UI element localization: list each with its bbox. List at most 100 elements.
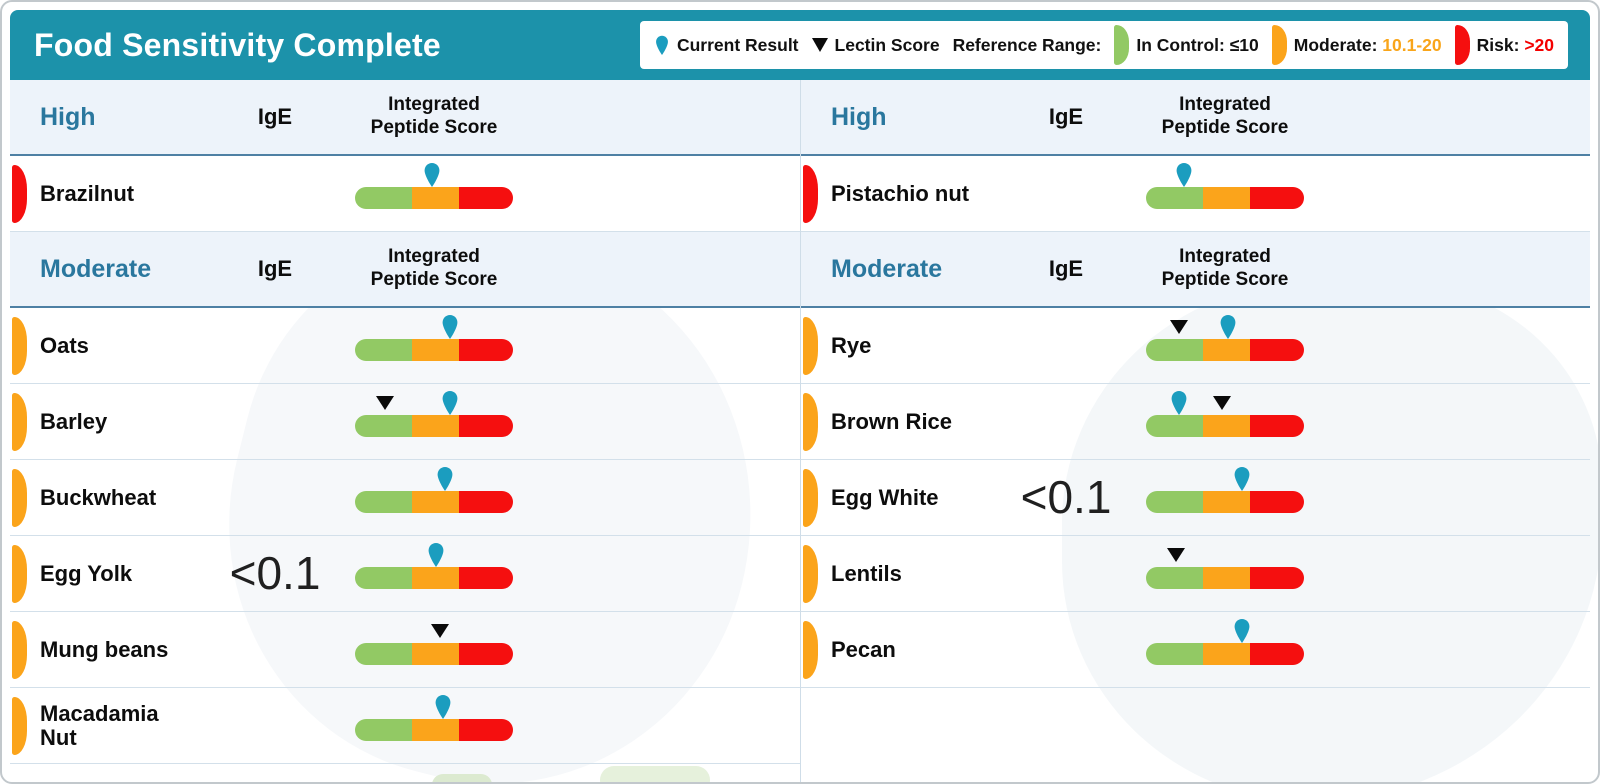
peptide-score-gauge xyxy=(1146,391,1304,437)
gauge-in-control-segment xyxy=(1146,415,1203,437)
gauge-in-control-segment xyxy=(355,719,412,741)
food-name: Brown Rice xyxy=(831,408,953,434)
gauge-risk-segment xyxy=(459,491,513,513)
gauge-moderate-segment xyxy=(411,415,460,437)
food-name: Pistachio nut xyxy=(831,180,970,206)
gauge-moderate-segment xyxy=(411,643,460,665)
peptide-score-gauge xyxy=(355,695,513,741)
severity-indicator xyxy=(803,544,818,603)
gauge-risk-segment xyxy=(459,567,513,589)
gauge-track xyxy=(355,415,513,437)
peptide-score-header-line1: Integrated xyxy=(1179,246,1271,268)
food-row: Macadamia Nut xyxy=(10,688,800,764)
right-column: High IgE Integrated Peptide Score Pistachio … xyxy=(800,80,1590,782)
peptide-score-gauge xyxy=(1146,548,1304,589)
risk-range-icon xyxy=(1454,25,1470,65)
gauge-moderate-segment xyxy=(411,339,460,361)
current-result-marker xyxy=(1234,619,1250,643)
gauge-in-control-segment xyxy=(1146,339,1203,361)
gauge-in-control-segment xyxy=(355,491,412,513)
left-column: High IgE Integrated Peptide Score Brazilnut … xyxy=(10,80,800,782)
gauge-in-control-segment xyxy=(355,187,412,209)
gauge-risk-segment xyxy=(1250,339,1304,361)
gauge-risk-segment xyxy=(1250,567,1304,589)
current-result-marker xyxy=(436,695,451,719)
food-name: Barley xyxy=(40,408,108,434)
gauge-risk-segment xyxy=(1250,643,1304,665)
ige-column-header: IgE xyxy=(257,104,293,129)
peptide-score-header-line2: Peptide Score xyxy=(370,117,498,138)
peptide-score-header-line2: Peptide Score xyxy=(370,269,498,290)
peptide-score-header-line2: Peptide Score xyxy=(1161,269,1289,290)
food-name: Mung beans xyxy=(40,636,169,662)
food-row: Brown Rice xyxy=(801,384,1590,460)
peptide-score-column-header: Integrated Peptide Score xyxy=(348,246,520,292)
food-row: Pistachio nut xyxy=(801,156,1590,232)
gauge-track xyxy=(1146,491,1304,513)
food-name: Macadamia Nut xyxy=(40,700,159,750)
food-row: Pecan xyxy=(801,612,1590,688)
legend-risk-label: Risk: xyxy=(1476,34,1520,55)
legend-current-result: Current Result xyxy=(654,34,799,56)
gauge-track xyxy=(355,643,513,665)
gauge-moderate-segment xyxy=(1202,567,1251,589)
severity-indicator xyxy=(12,544,27,603)
report-header-band: Food Sensitivity Complete Current Result… xyxy=(10,10,1590,80)
severity-indicator xyxy=(803,468,818,527)
severity-indicator xyxy=(803,164,818,223)
severity-indicator xyxy=(12,468,27,527)
current-result-marker xyxy=(437,467,453,491)
gauge-track xyxy=(1146,567,1304,589)
severity-indicator xyxy=(803,316,818,375)
gauge-moderate-segment xyxy=(1202,491,1251,513)
section-title: High xyxy=(40,102,96,131)
legend-risk: Risk: >20 xyxy=(1454,25,1554,65)
current-result-marker xyxy=(1176,163,1192,187)
severity-indicator xyxy=(12,620,27,679)
gauge-moderate-segment xyxy=(411,719,460,741)
food-name: Oats xyxy=(40,332,89,358)
peptide-score-header-line2: Peptide Score xyxy=(1161,117,1289,138)
gauge-in-control-segment xyxy=(355,567,412,589)
food-row: Mung beans xyxy=(10,612,800,688)
peptide-score-gauge xyxy=(355,543,513,589)
food-name: Pecan xyxy=(831,636,896,662)
gauge-moderate-segment xyxy=(1202,643,1251,665)
gauge-moderate-segment xyxy=(1202,339,1251,361)
peptide-score-gauge xyxy=(1146,467,1304,513)
gauge-risk-segment xyxy=(459,187,513,209)
peptide-score-gauge xyxy=(1146,163,1304,209)
ige-value: <0.1 xyxy=(229,546,321,599)
in-control-range-icon xyxy=(1114,25,1130,65)
peptide-score-header-line1: Integrated xyxy=(1179,94,1271,116)
legend-risk-value: >20 xyxy=(1524,34,1554,55)
severity-indicator xyxy=(803,620,818,679)
ige-column-header: IgE xyxy=(1048,104,1084,129)
gauge-in-control-segment xyxy=(355,339,412,361)
current-result-marker xyxy=(1171,391,1187,415)
severity-indicator xyxy=(12,164,27,223)
severity-indicator xyxy=(12,696,27,755)
peptide-score-gauge xyxy=(1146,315,1304,361)
gauge-track xyxy=(355,567,513,589)
gauge-moderate-segment xyxy=(411,187,460,209)
section-header: Moderate IgE Integrated Peptide Score xyxy=(801,232,1590,308)
gauge-track xyxy=(1146,415,1304,437)
gauge-moderate-segment xyxy=(411,567,460,589)
gauge-in-control-segment xyxy=(355,415,412,437)
gauge-risk-segment xyxy=(459,415,513,437)
food-row: Barley xyxy=(10,384,800,460)
gauge-in-control-segment xyxy=(1146,187,1203,209)
legend-in-control: In Control: ≤10 xyxy=(1114,25,1259,65)
current-result-marker xyxy=(442,315,458,339)
gauge-moderate-segment xyxy=(411,491,460,513)
current-result-marker xyxy=(442,391,458,415)
gauge-risk-segment xyxy=(1250,491,1304,513)
lectin-score-marker xyxy=(1167,548,1186,562)
ige-value: <0.1 xyxy=(1020,470,1112,523)
gauge-risk-segment xyxy=(1250,415,1304,437)
legend-in-control-label: In Control: xyxy=(1136,34,1225,55)
triangle-icon xyxy=(811,38,828,52)
food-row: Egg White <0.1 xyxy=(801,460,1590,536)
